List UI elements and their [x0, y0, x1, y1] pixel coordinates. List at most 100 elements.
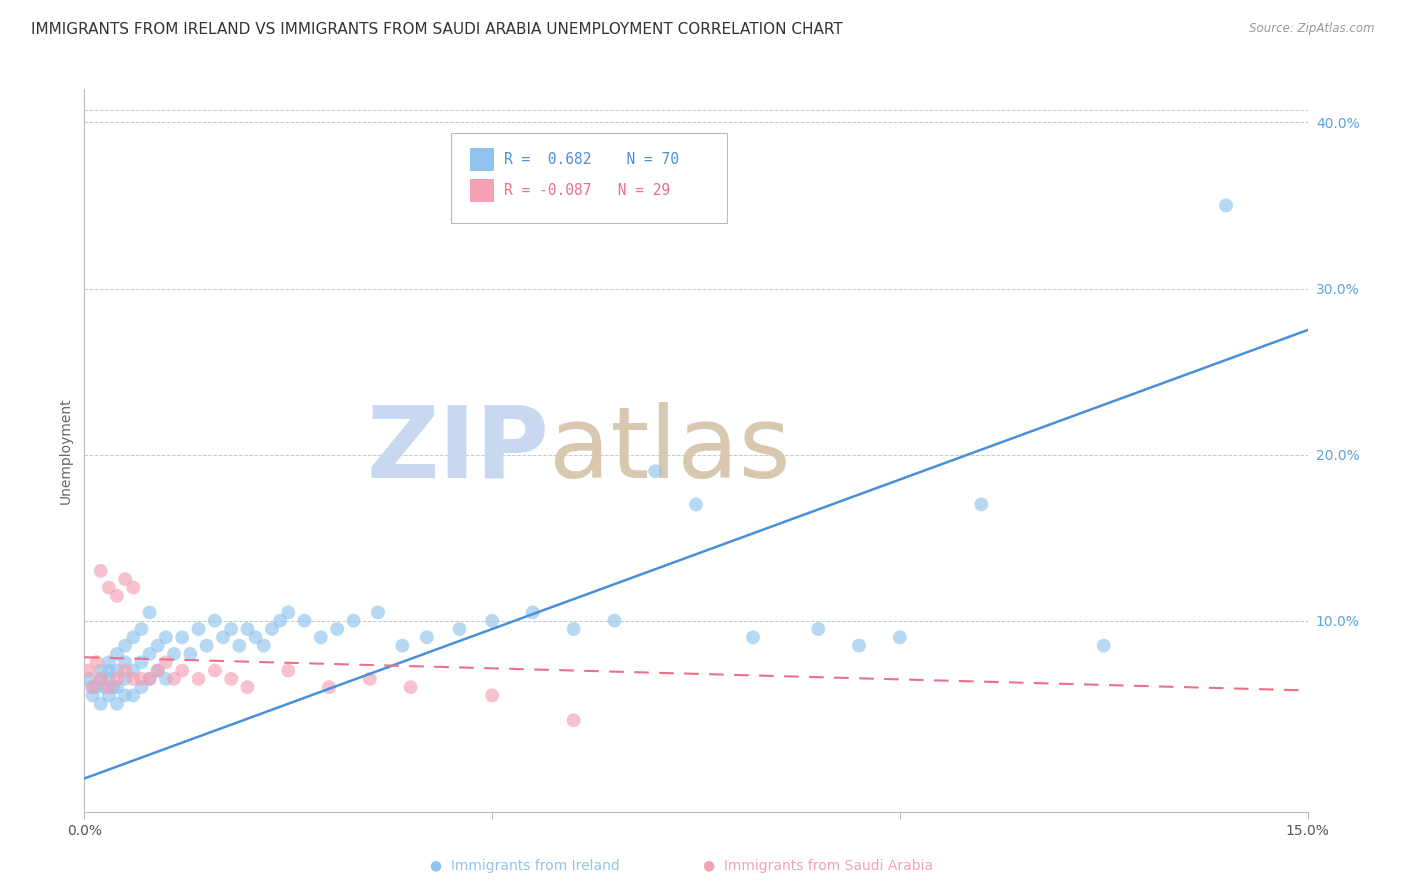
Point	[90, 564, 112, 578]
Point	[146, 664, 169, 678]
Point	[131, 622, 153, 636]
Point	[93, 680, 115, 694]
Point	[367, 606, 389, 620]
Point	[138, 606, 160, 620]
Point	[359, 672, 381, 686]
Point	[260, 622, 283, 636]
Point	[122, 689, 145, 703]
Point	[155, 655, 177, 669]
Point	[122, 664, 145, 678]
Point	[685, 498, 707, 512]
Point	[277, 664, 299, 678]
FancyBboxPatch shape	[470, 148, 494, 171]
Point	[309, 630, 332, 644]
Point	[807, 622, 830, 636]
Point	[82, 680, 104, 694]
Point	[163, 672, 186, 686]
Text: IMMIGRANTS FROM IRELAND VS IMMIGRANTS FROM SAUDI ARABIA UNEMPLOYMENT CORRELATION: IMMIGRANTS FROM IRELAND VS IMMIGRANTS FR…	[31, 22, 842, 37]
Point	[742, 630, 765, 644]
Point	[138, 647, 160, 661]
FancyBboxPatch shape	[470, 178, 494, 202]
Point	[101, 680, 124, 694]
Point	[114, 655, 136, 669]
Point	[204, 664, 226, 678]
Text: ZIP: ZIP	[367, 402, 550, 499]
Point	[399, 680, 422, 694]
Point	[187, 622, 209, 636]
Point	[172, 664, 194, 678]
Point	[114, 672, 136, 686]
Point	[97, 680, 120, 694]
Point	[97, 672, 120, 686]
Point	[970, 498, 993, 512]
Point	[391, 639, 413, 653]
Point	[326, 622, 349, 636]
Point	[86, 655, 108, 669]
Point	[97, 655, 120, 669]
Point	[122, 581, 145, 595]
Point	[644, 464, 666, 478]
Point	[114, 572, 136, 586]
Point	[105, 589, 128, 603]
Point	[97, 664, 120, 678]
Point	[114, 689, 136, 703]
Point	[105, 672, 128, 686]
Point	[131, 655, 153, 669]
Point	[122, 672, 145, 686]
Point	[82, 680, 104, 694]
Point	[848, 639, 870, 653]
Point	[204, 614, 226, 628]
Point	[97, 689, 120, 703]
Point	[481, 689, 503, 703]
Point	[138, 672, 160, 686]
Point	[1092, 639, 1115, 653]
Point	[114, 664, 136, 678]
Point	[1215, 198, 1237, 212]
FancyBboxPatch shape	[451, 133, 727, 223]
Point	[90, 697, 112, 711]
Point	[172, 630, 194, 644]
Text: Source: ZipAtlas.com: Source: ZipAtlas.com	[1250, 22, 1375, 36]
Point	[105, 680, 128, 694]
Point	[269, 614, 291, 628]
Point	[228, 639, 250, 653]
Point	[90, 672, 112, 686]
Point	[294, 614, 316, 628]
Text: ●  Immigrants from Ireland: ● Immigrants from Ireland	[430, 859, 620, 873]
Point	[105, 647, 128, 661]
Point	[131, 672, 153, 686]
Point	[138, 672, 160, 686]
Point	[163, 647, 186, 661]
Point	[219, 672, 242, 686]
Point	[562, 714, 585, 728]
Point	[416, 630, 439, 644]
Point	[122, 630, 145, 644]
Point	[155, 672, 177, 686]
Point	[449, 622, 471, 636]
Point	[146, 639, 169, 653]
Text: ●  Immigrants from Saudi Arabia: ● Immigrants from Saudi Arabia	[703, 859, 934, 873]
Point	[277, 606, 299, 620]
Y-axis label: Unemployment: Unemployment	[59, 397, 73, 504]
Point	[245, 630, 267, 644]
Point	[155, 630, 177, 644]
Point	[603, 614, 626, 628]
Point	[342, 614, 364, 628]
Point	[77, 664, 100, 678]
Point	[146, 664, 169, 678]
Point	[253, 639, 276, 653]
Text: R = -0.087   N = 29: R = -0.087 N = 29	[503, 183, 671, 198]
Point	[105, 664, 128, 678]
Point	[236, 622, 259, 636]
Text: atlas: atlas	[550, 402, 790, 499]
Point	[90, 672, 112, 686]
Point	[889, 630, 911, 644]
Text: R =  0.682    N = 70: R = 0.682 N = 70	[503, 152, 679, 167]
Point	[179, 647, 201, 661]
Point	[187, 672, 209, 686]
Point	[86, 680, 108, 694]
Point	[195, 639, 218, 653]
Point	[77, 672, 100, 686]
Point	[90, 664, 112, 678]
Point	[114, 639, 136, 653]
